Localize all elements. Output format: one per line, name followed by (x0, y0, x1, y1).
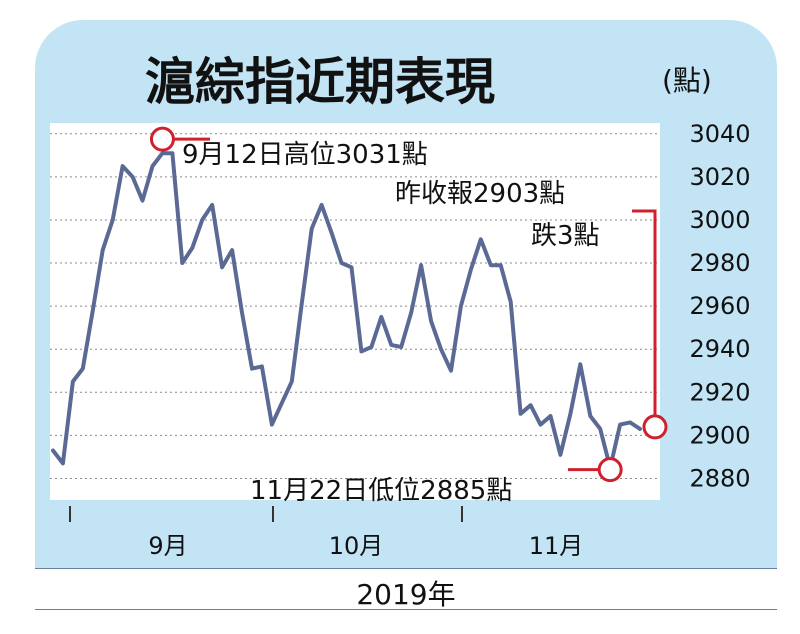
y-tick-label-3020: 3020 (689, 163, 750, 191)
year-label: 2019年 (356, 578, 456, 611)
annotation-low: 11月22日低位2885點 (250, 476, 512, 506)
close-leader-line (632, 209, 657, 415)
close-marker (642, 414, 668, 440)
y-tick-label-2960: 2960 (689, 292, 750, 320)
y-tick-label-3040: 3040 (689, 120, 750, 148)
high-marker (149, 126, 175, 152)
annotation-high: 9月12日高位3031點 (182, 140, 428, 170)
x-tick-label-sep: 9月 (148, 532, 187, 560)
markers (149, 126, 668, 483)
year-band: 2019年 (35, 568, 777, 611)
series-line-shanghai-composite (51, 151, 642, 470)
y-tick-label-3000: 3000 (689, 206, 750, 234)
y-axis: 3040 3020 3000 2980 2960 2940 2920 2900 2880 (689, 120, 750, 493)
y-tick-label-2900: 2900 (689, 421, 750, 449)
x-tick-label-nov: 11月 (529, 532, 584, 560)
y-tick-label-2980: 2980 (689, 249, 750, 277)
chart-title: 滬綜指近期表現 (145, 53, 495, 111)
x-axis (69, 506, 463, 522)
low-marker (597, 457, 623, 483)
x-tick-label-oct: 10月 (329, 532, 384, 560)
y-tick-label-2920: 2920 (689, 378, 750, 406)
annotation-close-line1: 昨收報2903點 (395, 179, 565, 209)
y-tick-label-2940: 2940 (689, 335, 750, 363)
unit-label: (點) (662, 64, 712, 97)
y-tick-label-2880: 2880 (689, 464, 750, 492)
annotation-close-line2: 跌3點 (531, 221, 600, 251)
